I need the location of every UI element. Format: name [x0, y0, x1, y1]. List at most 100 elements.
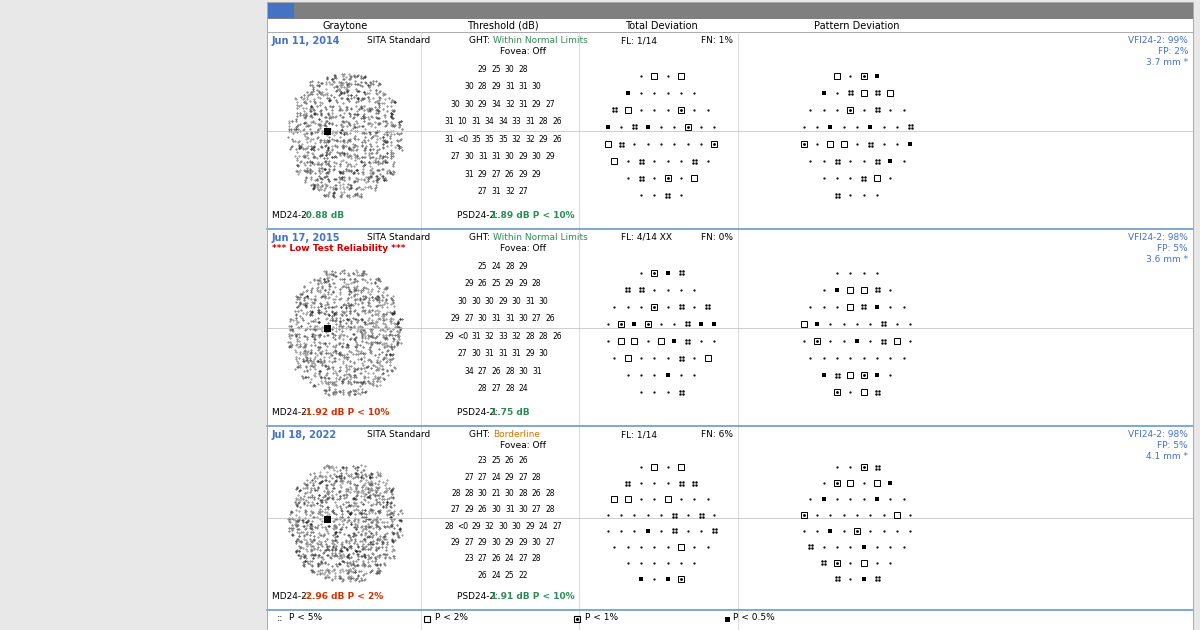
- Bar: [875, 497, 878, 501]
- Text: 25: 25: [478, 261, 487, 271]
- Text: 25: 25: [505, 571, 515, 580]
- Bar: [713, 322, 716, 326]
- Bar: [666, 373, 670, 377]
- Text: 28: 28: [451, 489, 461, 498]
- Text: 30: 30: [532, 83, 541, 91]
- Text: Jun 11, 2014: Jun 11, 2014: [272, 36, 341, 46]
- Text: 28: 28: [478, 83, 487, 91]
- Text: PSD24-2:: PSD24-2:: [457, 592, 500, 601]
- Text: 29: 29: [518, 152, 528, 161]
- Text: 31: 31: [478, 152, 487, 161]
- Text: 31: 31: [492, 187, 502, 197]
- Bar: [725, 617, 730, 622]
- Text: 28: 28: [532, 279, 541, 288]
- Text: 29: 29: [518, 279, 528, 288]
- Text: 3.7 mm *: 3.7 mm *: [1146, 58, 1188, 67]
- Bar: [324, 325, 330, 332]
- Text: 32: 32: [511, 135, 521, 144]
- Text: 30: 30: [539, 349, 548, 358]
- Text: 25: 25: [492, 279, 502, 288]
- Text: 29: 29: [444, 332, 454, 341]
- Text: 31: 31: [472, 332, 481, 341]
- Text: <0: <0: [457, 522, 468, 530]
- Text: 24: 24: [492, 472, 502, 481]
- Text: 34: 34: [485, 117, 494, 126]
- Text: ::: ::: [277, 613, 283, 623]
- Text: 28: 28: [539, 332, 548, 341]
- Bar: [822, 373, 826, 377]
- Text: 34: 34: [491, 100, 502, 109]
- Text: 25: 25: [492, 456, 502, 466]
- Text: GHT:: GHT:: [469, 430, 493, 439]
- Text: 30: 30: [505, 152, 515, 161]
- Text: 30: 30: [505, 489, 515, 498]
- Text: 24: 24: [492, 571, 502, 580]
- Text: 26: 26: [552, 332, 562, 341]
- Text: 28: 28: [526, 332, 535, 341]
- Text: 28: 28: [505, 384, 515, 393]
- Text: 27: 27: [492, 384, 502, 393]
- Text: Jun 17, 2015: Jun 17, 2015: [272, 233, 341, 243]
- Text: Fovea: Off: Fovea: Off: [500, 244, 546, 253]
- Text: 27: 27: [464, 538, 474, 547]
- Text: 1.75 dB: 1.75 dB: [491, 408, 530, 417]
- Text: 27: 27: [532, 314, 541, 323]
- Text: Total Deviation: Total Deviation: [625, 21, 697, 31]
- Text: 26: 26: [492, 367, 502, 375]
- Text: MD24-2:: MD24-2:: [272, 592, 312, 601]
- Text: FP: 5%: FP: 5%: [1157, 441, 1188, 450]
- Text: 29: 29: [478, 65, 487, 74]
- Text: 30: 30: [472, 297, 481, 306]
- Text: 29: 29: [492, 83, 502, 91]
- Text: *** Low Test Reliability ***: *** Low Test Reliability ***: [272, 244, 406, 253]
- Text: 29: 29: [505, 472, 515, 481]
- Bar: [862, 576, 865, 581]
- Text: 27: 27: [478, 367, 487, 375]
- Text: MD24-2:: MD24-2:: [272, 211, 312, 220]
- Text: 29: 29: [478, 100, 487, 109]
- Text: FN: 1%: FN: 1%: [701, 36, 733, 45]
- Text: 29: 29: [532, 169, 541, 179]
- Text: SITA Standard: SITA Standard: [367, 36, 431, 45]
- Text: 29: 29: [472, 522, 481, 530]
- Text: 27: 27: [492, 169, 502, 179]
- Text: 27: 27: [464, 314, 474, 323]
- Text: 29: 29: [451, 538, 461, 547]
- Text: 23: 23: [478, 456, 487, 466]
- Text: 29: 29: [518, 538, 528, 547]
- Text: 27: 27: [518, 187, 528, 197]
- Text: 31: 31: [505, 83, 515, 91]
- Text: 23: 23: [464, 554, 474, 563]
- Text: 26: 26: [478, 571, 487, 580]
- Bar: [828, 125, 833, 129]
- Bar: [646, 125, 649, 129]
- Text: 10: 10: [457, 117, 467, 126]
- Text: 27: 27: [464, 472, 474, 481]
- Text: GHT:: GHT:: [469, 233, 493, 242]
- Text: VFI24-2: 98%: VFI24-2: 98%: [1128, 233, 1188, 242]
- Text: 29: 29: [518, 261, 528, 271]
- Text: 28: 28: [464, 489, 474, 498]
- Bar: [666, 576, 670, 581]
- Text: Within Normal Limits: Within Normal Limits: [493, 36, 588, 45]
- Text: 35: 35: [485, 135, 494, 144]
- Text: 26: 26: [546, 314, 556, 323]
- Text: SITA Standard: SITA Standard: [367, 430, 431, 439]
- Text: 33: 33: [511, 117, 521, 126]
- Text: 30: 30: [457, 297, 467, 306]
- Text: FP: 2%: FP: 2%: [1158, 47, 1188, 56]
- Text: 31: 31: [472, 117, 481, 126]
- Text: PSD24-2:: PSD24-2:: [457, 211, 500, 220]
- Text: 28: 28: [505, 261, 515, 271]
- Bar: [625, 91, 630, 95]
- Text: 28: 28: [505, 367, 515, 375]
- Text: 29: 29: [478, 538, 487, 547]
- Text: 30: 30: [518, 367, 528, 375]
- Text: 34: 34: [464, 367, 474, 375]
- Bar: [646, 529, 649, 533]
- Text: 26: 26: [492, 554, 502, 563]
- Text: 30: 30: [451, 100, 461, 109]
- Bar: [640, 576, 643, 581]
- Bar: [908, 142, 912, 146]
- Bar: [835, 288, 839, 292]
